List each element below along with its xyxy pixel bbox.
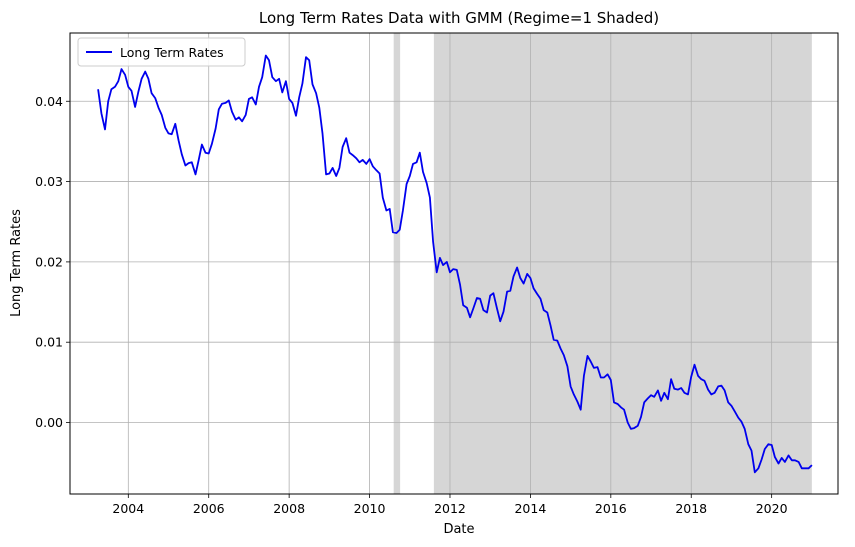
plot-frame <box>69 32 839 495</box>
legend-label: Long Term Rates <box>120 45 224 60</box>
x-tick-label: 2012 <box>434 501 466 516</box>
legend-box <box>77 37 246 67</box>
x-tick-label: 2016 <box>595 501 627 516</box>
x-tick-label: 2014 <box>514 501 546 516</box>
grid <box>70 33 838 494</box>
x-tick-label: 2006 <box>193 501 225 516</box>
y-tick-label: 0.00 <box>35 415 63 430</box>
series-layer <box>97 54 813 474</box>
x-tick-label: 2008 <box>273 501 305 516</box>
shaded-regions <box>393 33 812 494</box>
shaded-region-0 <box>393 33 401 494</box>
y-axis-ticks: 0.00 0.01 0.02 0.03 0.04 <box>35 94 70 430</box>
x-tick-label: 2010 <box>354 501 386 516</box>
y-tick-label: 0.01 <box>35 335 63 350</box>
legend: Long Term Rates <box>77 37 246 67</box>
y-tick-label: 0.02 <box>35 254 63 269</box>
x-axis-label: Date <box>443 522 474 537</box>
x-axis-ticks: 2004 2006 2008 2010 2012 2014 2016 2018 2020 <box>112 494 788 516</box>
y-tick-label: 0.03 <box>35 174 63 189</box>
x-tick-label: 2004 <box>112 501 144 516</box>
shaded-region-1 <box>433 33 812 494</box>
chart-title: Long Term Rates Data with GMM (Regime=1 … <box>259 9 659 27</box>
y-tick-label: 0.04 <box>35 94 63 109</box>
x-tick-label: 2018 <box>675 501 707 516</box>
x-tick-label: 2020 <box>756 501 788 516</box>
series-line-0 <box>97 54 813 474</box>
y-axis-label: Long Term Rates <box>9 209 24 317</box>
